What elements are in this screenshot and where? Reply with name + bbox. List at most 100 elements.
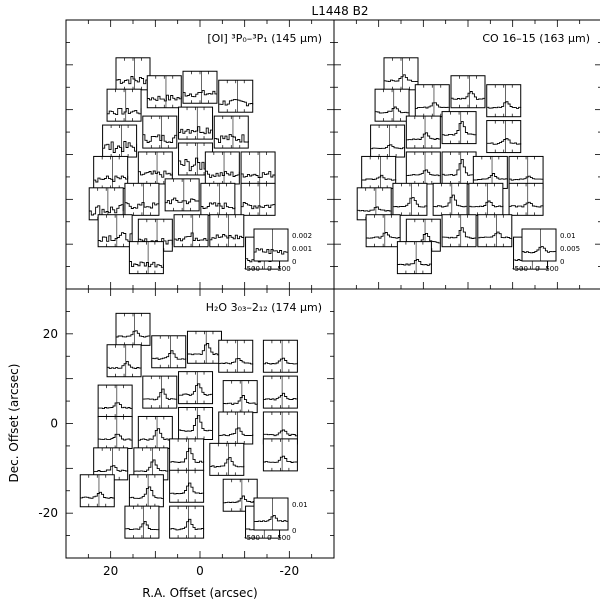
co-spectrum-10 bbox=[405, 151, 441, 185]
co-spectrum-box bbox=[508, 182, 544, 216]
h2o-spectrum-box bbox=[124, 505, 160, 539]
co-inset-xtick-label: 0 bbox=[535, 265, 539, 273]
co-spectrum-line bbox=[442, 158, 477, 176]
oi-spectrum-box bbox=[182, 70, 218, 104]
h2o-spectrum-line bbox=[263, 357, 298, 365]
panel-h2o-label: H₂O 3₀₃–2₁₂ (174 μm) bbox=[206, 301, 322, 314]
co-inset-ytick-label: 0.01 bbox=[560, 232, 576, 240]
oi-spectrum-line bbox=[138, 238, 173, 246]
h2o-spectrum-line bbox=[178, 415, 213, 432]
oi-spectrum-box bbox=[97, 214, 133, 248]
oi-spectrum-box bbox=[93, 155, 129, 189]
h2o-spectrum-line bbox=[116, 330, 151, 338]
co-spectrum-line bbox=[509, 175, 544, 181]
oi-spectrum-box bbox=[146, 75, 182, 109]
co-spectrum-line bbox=[477, 231, 513, 239]
oi-spectrum-line bbox=[107, 107, 142, 116]
oi-spectrum-8 bbox=[213, 115, 249, 149]
h2o-spectrum-box bbox=[79, 474, 115, 508]
h2o-spectrum-box bbox=[97, 384, 133, 418]
oi-spectrum-line bbox=[174, 232, 209, 242]
co-spectrum-box bbox=[450, 75, 486, 109]
co-spectrum-21 bbox=[441, 214, 477, 248]
co-spectrum-line bbox=[357, 206, 392, 212]
oi-spectrum-1 bbox=[106, 88, 142, 122]
oi-spectrum-box bbox=[213, 115, 249, 149]
oi-spectrum-line bbox=[116, 76, 151, 85]
oi-spectrum-line bbox=[209, 234, 245, 241]
oi-inset-box bbox=[253, 228, 289, 262]
co-spectrum-6 bbox=[405, 115, 441, 149]
co-spectrum-1 bbox=[374, 88, 410, 122]
oi-spectrum-22 bbox=[209, 214, 245, 248]
oi-inset-xtick-label: 500 bbox=[277, 265, 290, 273]
h2o-spectrum-box bbox=[218, 339, 254, 373]
h2o-spectrum-line bbox=[223, 395, 258, 405]
h2o-spectrum-line bbox=[151, 350, 187, 360]
co-inset-ytick-label: 0 bbox=[560, 258, 564, 266]
co-spectrum-line bbox=[397, 259, 432, 266]
oi-spectrum-line bbox=[138, 170, 173, 178]
oi-spectrum-16 bbox=[164, 178, 200, 212]
co-spectrum-line bbox=[366, 232, 401, 239]
oi-spectrum-9 bbox=[93, 155, 129, 189]
co-spectrum-line bbox=[406, 169, 441, 177]
co-inset-ytick-label: 0.005 bbox=[560, 245, 580, 253]
h2o-spectrum-line bbox=[98, 402, 133, 410]
h2o-spectrum-10 bbox=[262, 375, 298, 409]
oi-spectrum-line bbox=[178, 126, 213, 135]
axis-ticks: 20 0 -20 20 0 -20 bbox=[38, 20, 600, 578]
h2o-spectrum-line bbox=[178, 383, 213, 396]
x-tick-label: -20 bbox=[280, 564, 300, 578]
oi-spectrum-23 bbox=[128, 241, 164, 275]
oi-spectrum-line bbox=[241, 171, 276, 178]
co-spectrum-19 bbox=[365, 214, 401, 248]
co-inset-xtick-label: -500 bbox=[512, 265, 528, 273]
co-spectrum-5 bbox=[370, 124, 406, 158]
h2o-spectrum-box bbox=[262, 438, 298, 472]
panel-oi-label: [OI] ³P₀–³P₁ (145 μm) bbox=[207, 32, 322, 45]
h2o-spectrum-box bbox=[115, 312, 151, 346]
co-spectrum-box bbox=[405, 115, 441, 149]
h2o-spectrum-line bbox=[218, 427, 254, 437]
h2o-spectrum-line bbox=[187, 343, 222, 356]
h2o-spectrum-box bbox=[97, 415, 133, 449]
oi-spectrum-box bbox=[173, 214, 209, 248]
co-spectrum-4 bbox=[486, 84, 522, 118]
h2o-spectrum-line bbox=[209, 457, 245, 468]
oi-spectrum-box bbox=[204, 151, 240, 185]
co-spectrum-23 bbox=[396, 241, 432, 275]
h2o-spectrum-20 bbox=[262, 438, 298, 472]
oi-spectrum-line bbox=[89, 204, 124, 216]
oi-spectrum-2 bbox=[146, 75, 182, 109]
h2o-spectrum-18 bbox=[169, 438, 205, 472]
oi-spectrum-17 bbox=[200, 182, 236, 216]
oi-spectrum-6 bbox=[142, 115, 178, 149]
y-axis-label: Dec. Offset (arcsec) bbox=[7, 364, 21, 483]
h2o-inset-xtick-label: -500 bbox=[244, 534, 260, 542]
h2o-spectrum-line bbox=[133, 459, 169, 472]
co-spectrum-line bbox=[361, 174, 397, 181]
oi-spectrum-18 bbox=[240, 182, 276, 216]
oi-spectrum-line bbox=[218, 98, 254, 107]
oi-spectrum-4 bbox=[218, 79, 254, 113]
co-spectrum-line bbox=[392, 197, 428, 208]
h2o-spectrum-line bbox=[223, 495, 258, 504]
h2o-spectrum-22 bbox=[128, 474, 164, 508]
co-spectrum-2 bbox=[414, 84, 450, 118]
oi-inset-ytick-label: 0.001 bbox=[292, 245, 312, 253]
co-spectrum-box bbox=[486, 84, 522, 118]
h2o-spectrum-21 bbox=[79, 474, 115, 508]
co-spectrum-box bbox=[468, 182, 504, 216]
co-spectrum-9 bbox=[361, 155, 397, 189]
panel-co-label: CO 16–15 (163 μm) bbox=[482, 32, 590, 45]
h2o-spectrum-12 bbox=[137, 415, 173, 449]
co-spectrum-16 bbox=[432, 182, 468, 216]
h2o-spectrum-line bbox=[263, 392, 298, 401]
h2o-inset-xtick-label: 0 bbox=[267, 534, 271, 542]
h2o-spectrum-line bbox=[98, 433, 133, 441]
oi-spectrum-line bbox=[124, 202, 160, 209]
h2o-spectrum-13 bbox=[178, 407, 214, 440]
